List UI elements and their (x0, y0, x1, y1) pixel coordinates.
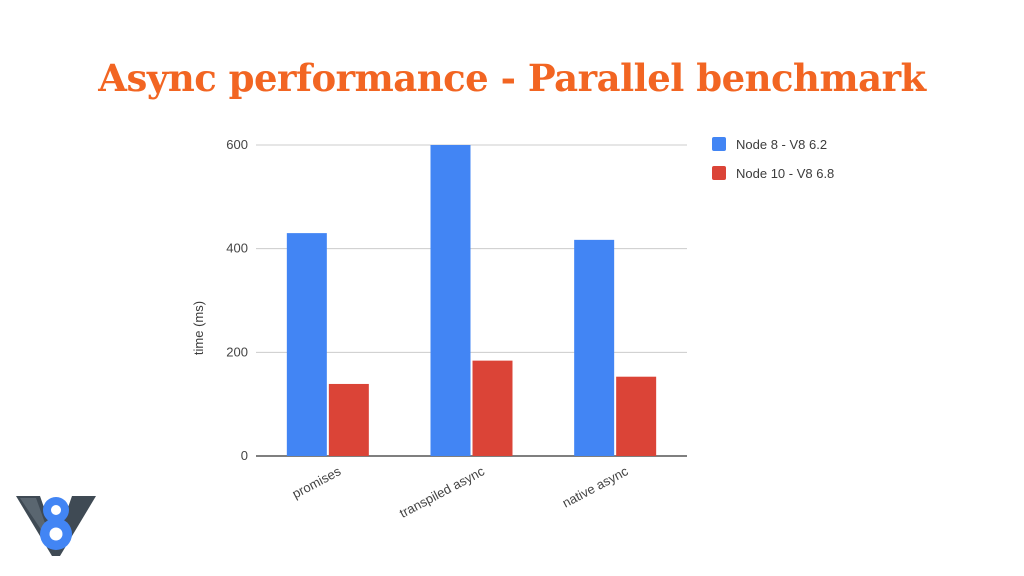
x-tick-label: promises (290, 463, 344, 501)
y-axis-label: time (ms) (191, 301, 206, 355)
legend-label-node10: Node 10 - V8 6.8 (736, 165, 835, 181)
v8-logo-icon (16, 496, 96, 556)
bar-native-async-series-2 (616, 376, 657, 456)
bars (286, 145, 657, 456)
gridlines (256, 144, 687, 457)
y-tick-label: 200 (226, 344, 248, 359)
x-tick-labels: promises transpiled async native async (290, 463, 631, 521)
legend-item-node8: Node 8 - V8 6.2 (712, 136, 834, 152)
x-tick-label: native async (560, 463, 631, 510)
y-tick-label: 0 (241, 448, 248, 463)
legend-swatch-node10 (712, 166, 726, 180)
y-tick-label: 600 (226, 137, 248, 152)
chart-legend: Node 8 - V8 6.2 Node 10 - V8 6.8 (712, 136, 834, 194)
legend-swatch-node8 (712, 137, 726, 151)
bar-promises-series-1 (286, 233, 327, 456)
legend-item-node10: Node 10 - V8 6.8 (712, 165, 834, 181)
y-tick-labels: 0 200 400 600 (226, 137, 248, 463)
bar-transpiled-async-series-2 (472, 360, 513, 456)
bar-promises-series-2 (328, 383, 369, 456)
x-tick-label: transpiled async (397, 463, 487, 521)
bar-native-async-series-1 (574, 239, 615, 456)
y-tick-label: 400 (226, 241, 248, 256)
slide-title: Async performance - Parallel benchmark (98, 56, 926, 100)
bar-transpiled-async-series-1 (430, 145, 471, 456)
legend-label-node8: Node 8 - V8 6.2 (736, 136, 828, 152)
